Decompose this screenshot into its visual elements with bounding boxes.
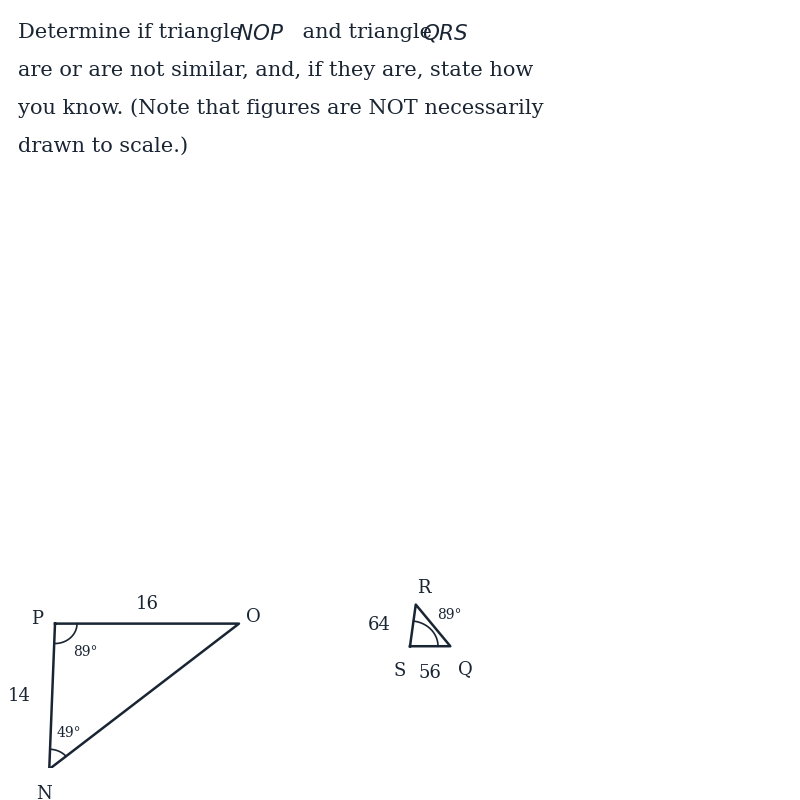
Text: drawn to scale.): drawn to scale.): [18, 137, 188, 155]
Text: 64: 64: [368, 616, 391, 634]
Text: Determine if triangle: Determine if triangle: [18, 22, 249, 42]
Text: S: S: [394, 662, 406, 681]
Text: N: N: [36, 786, 52, 800]
Text: 14: 14: [7, 687, 30, 706]
Text: you know. (Note that figures are NOT necessarily: you know. (Note that figures are NOT nec…: [18, 98, 544, 118]
Text: and triangle: and triangle: [295, 22, 438, 42]
Text: 89°: 89°: [74, 646, 98, 659]
Text: Q: Q: [458, 660, 473, 678]
Text: O: O: [246, 608, 261, 626]
Text: 89°: 89°: [438, 607, 462, 622]
Text: P: P: [31, 610, 43, 628]
Text: 16: 16: [135, 594, 158, 613]
Text: R: R: [417, 579, 430, 598]
Text: $\mathit{NOP}$: $\mathit{NOP}$: [236, 22, 284, 45]
Text: 49°: 49°: [56, 726, 81, 740]
Text: $\mathit{QRS}$: $\mathit{QRS}$: [422, 22, 469, 45]
Text: 56: 56: [418, 664, 442, 682]
Text: are or are not similar, and, if they are, state how: are or are not similar, and, if they are…: [18, 61, 534, 79]
